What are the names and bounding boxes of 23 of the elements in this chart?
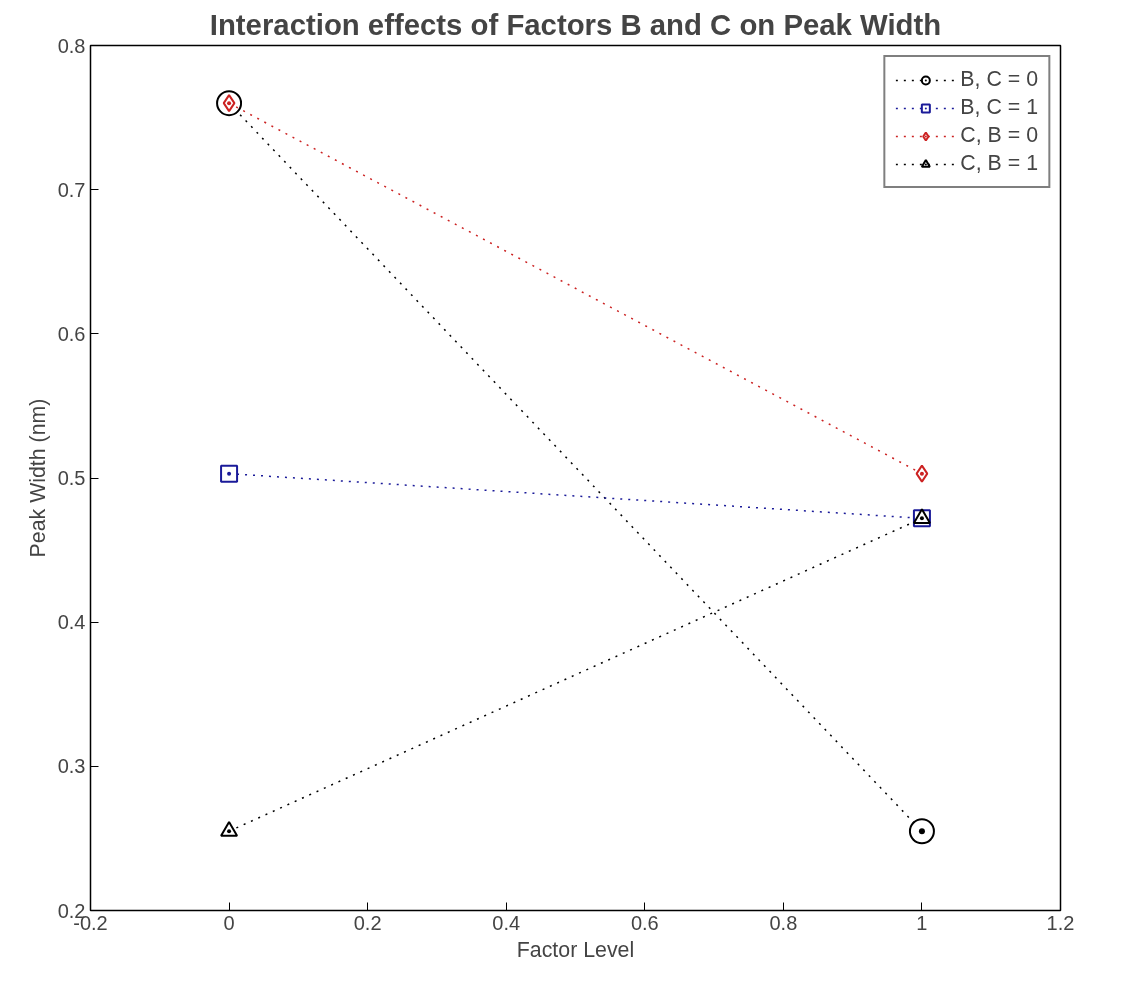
- x-tick-label: 0.2: [353, 911, 382, 934]
- y-axis-title: Peak Width (nm): [25, 398, 50, 558]
- point: [220, 464, 239, 483]
- y-tick-label: 0.5: [57, 467, 86, 489]
- legend-label: C, B = 1: [960, 151, 1038, 176]
- legend-label: B, C = 0: [960, 67, 1038, 92]
- x-tick-label: 0.6: [630, 911, 659, 934]
- point: [908, 818, 935, 845]
- y-tick-label: 0.6: [57, 322, 86, 345]
- legend-label: C, B = 0: [960, 123, 1038, 148]
- y-tick-label: 0.8: [57, 34, 86, 57]
- point: [915, 464, 929, 483]
- y-tick-label: 0.3: [57, 755, 86, 778]
- x-tick-label: 0: [223, 911, 235, 934]
- y-tick-label: 0.7: [57, 178, 86, 201]
- y-tick-label: 0.4: [57, 611, 86, 634]
- x-axis-title: Factor Level: [516, 937, 635, 962]
- chart-title: Interaction effects of Factors B and C on Peak Width: [209, 7, 942, 41]
- x-tick-label: 1: [916, 911, 928, 934]
- x-tick-label: 0.4: [492, 911, 521, 934]
- x-tick-label: 1.2: [1046, 911, 1075, 934]
- legend-label: B, C = 1: [960, 95, 1038, 120]
- x-tick-label: 0.8: [769, 911, 798, 934]
